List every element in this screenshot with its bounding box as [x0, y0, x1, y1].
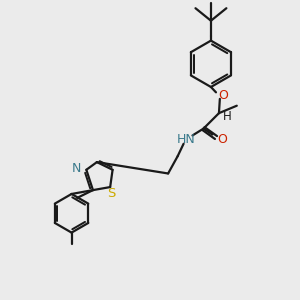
Text: O: O	[217, 133, 227, 146]
Text: S: S	[107, 187, 116, 200]
Text: H: H	[223, 110, 232, 123]
Text: HN: HN	[177, 133, 195, 146]
Text: N: N	[72, 162, 81, 175]
Text: O: O	[218, 89, 228, 102]
